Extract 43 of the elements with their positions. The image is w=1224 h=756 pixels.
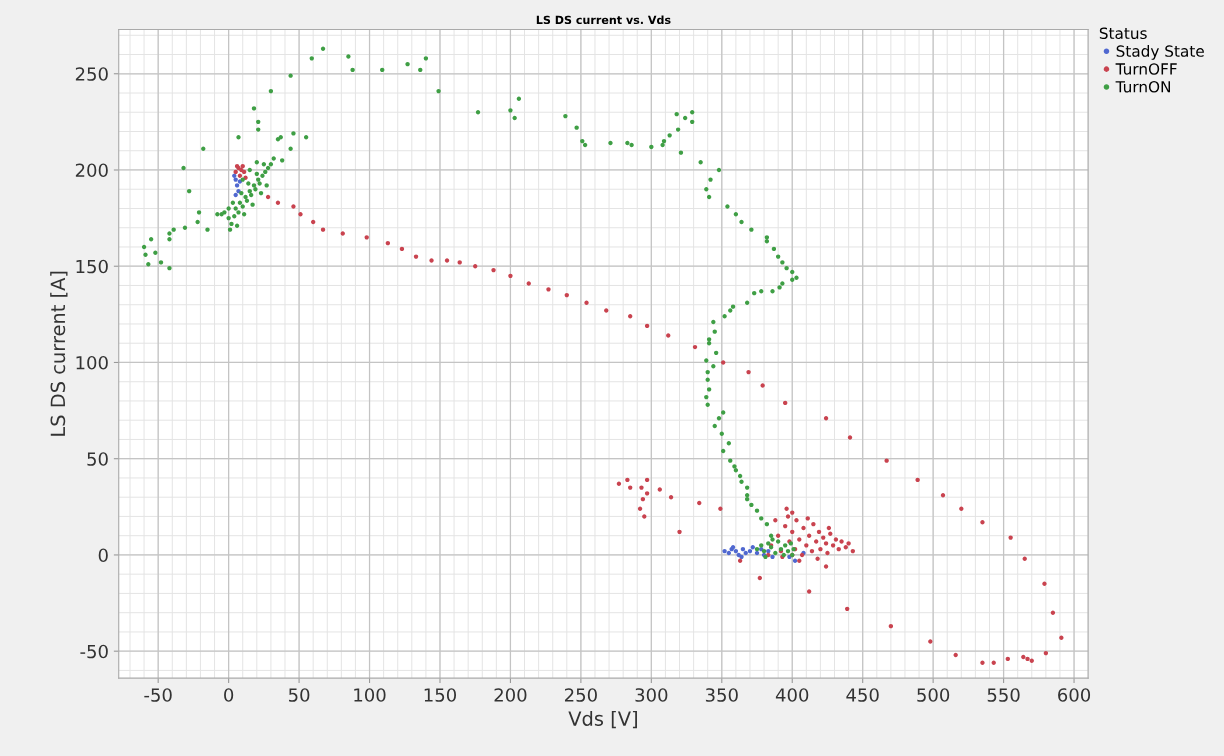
- x-axis-title: Vds [V]: [568, 710, 637, 729]
- point: [750, 545, 755, 550]
- y-axis-title: LS DS current [A]: [50, 271, 68, 436]
- point: [740, 546, 746, 552]
- x-tick-label: 200: [494, 688, 527, 702]
- x-tick-label: 550: [987, 688, 1020, 702]
- x-tick-label: 50: [288, 688, 310, 702]
- x-tick-label: 600: [1058, 688, 1091, 702]
- x-tick-label: 400: [775, 688, 809, 702]
- chart-title: LS DS current vs. Vds: [536, 15, 671, 25]
- point: [792, 558, 798, 563]
- point: [233, 177, 238, 182]
- x-tick-label: 450: [846, 688, 879, 702]
- legend-label: TurnOFF: [1115, 63, 1177, 75]
- point: [234, 183, 240, 188]
- y-tick-label: 100: [76, 355, 108, 370]
- point: [232, 173, 237, 178]
- y-tick-label: 150: [76, 259, 108, 274]
- x-tick-label: 300: [635, 688, 668, 702]
- y-tick-label: -50: [80, 644, 108, 659]
- point: [233, 192, 238, 198]
- x-tick-label: 150: [424, 688, 457, 702]
- x-tick-label: 250: [564, 688, 597, 702]
- point: [766, 548, 771, 554]
- x-tick-label: 350: [705, 688, 738, 702]
- point: [733, 548, 739, 554]
- y-tick-label: 200: [75, 163, 108, 178]
- point: [770, 554, 775, 560]
- point: [747, 548, 753, 554]
- point: [722, 548, 727, 554]
- legend-label: Stady State: [1116, 45, 1204, 60]
- point: [754, 550, 760, 556]
- legend-label: TurnON: [1115, 81, 1170, 93]
- x-tick-label: 0: [224, 688, 234, 702]
- x-tick-label: 100: [354, 688, 386, 702]
- point: [743, 550, 748, 556]
- x-tick-label: -50: [144, 688, 172, 702]
- y-tick-label: 250: [75, 67, 108, 81]
- legend-title: Status: [1099, 27, 1147, 40]
- y-tick-label: 50: [87, 452, 108, 466]
- x-tick-label: 500: [917, 688, 950, 702]
- point: [726, 550, 732, 556]
- y-tick-label: 0: [98, 548, 108, 563]
